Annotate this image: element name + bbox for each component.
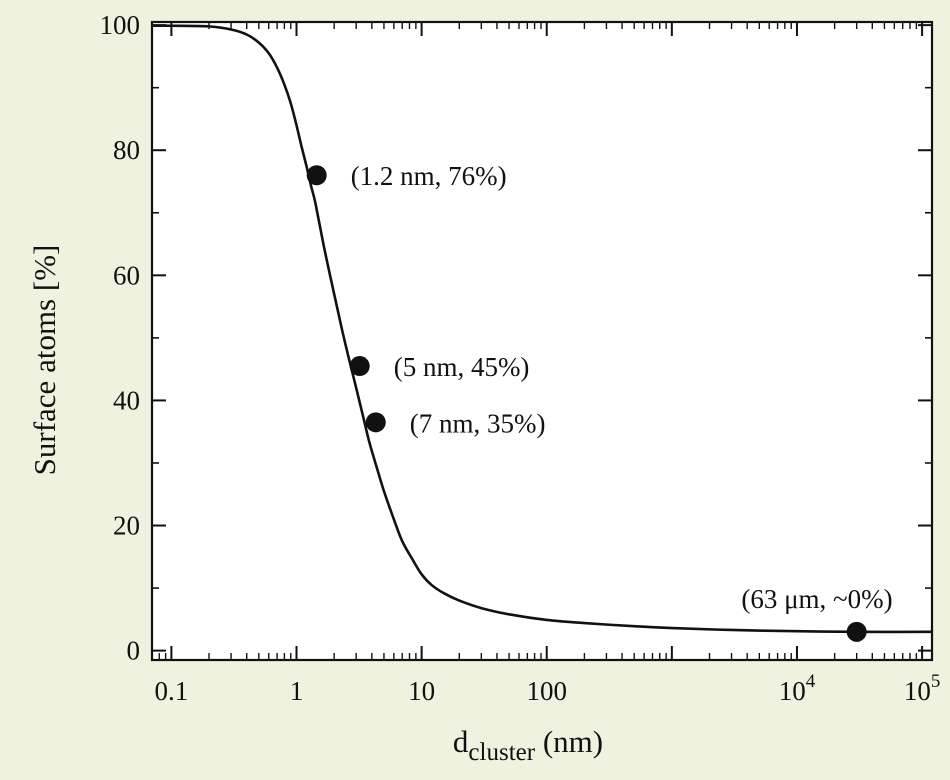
x-axis-title-unit: (nm) xyxy=(535,724,603,759)
plot-frame xyxy=(150,20,934,662)
data-point xyxy=(349,356,370,377)
x-tick-label-base: 10 xyxy=(779,676,806,706)
x-tick-label: 105 xyxy=(904,671,941,706)
y-tick-label: 0 xyxy=(127,636,141,666)
y-tick-label: 100 xyxy=(100,10,141,40)
x-tick-label: 104 xyxy=(779,671,816,706)
x-tick-label: 1 xyxy=(290,676,304,706)
surface-atoms-curve xyxy=(151,24,933,634)
x-tick-label-base: 10 xyxy=(408,676,435,706)
x-axis-title-subscript: cluster xyxy=(468,739,535,766)
data-point xyxy=(365,412,386,433)
x-tick-label-base: 1 xyxy=(290,676,304,706)
x-axis-title-main: d xyxy=(453,724,469,759)
x-tick-label-base: 100 xyxy=(526,676,567,706)
x-tick-label: 0.1 xyxy=(155,676,189,706)
x-tick-label-base: 0.1 xyxy=(155,676,189,706)
y-tick-label: 20 xyxy=(113,511,140,541)
y-tick-label: 80 xyxy=(113,135,140,165)
point-label: (5 nm, 45%) xyxy=(394,352,530,382)
x-tick-label-exponent: 5 xyxy=(931,671,941,692)
x-tick-label: 100 xyxy=(526,676,567,706)
data-point xyxy=(846,621,867,642)
y-axis-title: Surface atoms [%] xyxy=(27,245,62,476)
point-label: (63 μm, ~0%) xyxy=(741,584,892,614)
x-tick-label-exponent: 4 xyxy=(806,671,816,692)
point-annotations: (1.2 nm, 76%) (5 nm, 45%) (7 nm, 35%) (63 μ… xyxy=(351,161,893,614)
x-axis-title: dcluster (nm) xyxy=(453,724,603,766)
point-label: (1.2 nm, 76%) xyxy=(351,161,507,191)
point-label: (7 nm, 35%) xyxy=(410,408,546,438)
x-tick-label: 10 xyxy=(408,676,435,706)
data-points xyxy=(306,165,867,642)
y-tick-label: 60 xyxy=(113,260,140,290)
x-tick-label-base: 10 xyxy=(904,676,931,706)
data-point xyxy=(306,165,327,186)
y-tick-label: 40 xyxy=(113,385,140,415)
plot-area xyxy=(152,22,932,660)
ticks xyxy=(151,22,932,660)
